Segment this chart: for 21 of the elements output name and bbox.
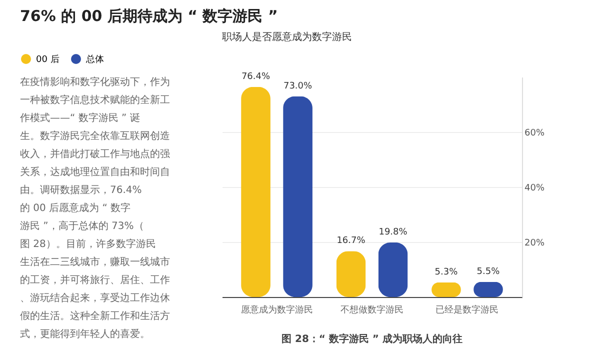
legend-label: 00 后 <box>36 54 60 65</box>
bar <box>241 86 270 297</box>
text: 73.0% <box>283 81 312 92</box>
text: 76.4% <box>241 72 270 82</box>
text: 在疫情影响和数字化驱动下，作为一种被数字信息技术赋能的全新工作模式——“ 数字游民 ” 诞生。数字游民完全依靠互联网创造收入，并借此打破工作与地点的强关系，达成地理位置自由和时间自由。调研数据显示，76.4% 的 00 后愿意成为 “ 数字游民 ”，高于总体的 73%（图 28）。目前，许多数字游民生活在二三线城市，赚取一线城市的工资，并可将旅行、居住、工作、游玩结合起来，享受边工作边休假的生活。这种全新工作和生活方式，更能得到年轻人的喜爱。 <box>20 77 170 340</box>
x-tick-label: 不想做数字游民 <box>340 304 404 316</box>
caption: 图 28：“ 数字游民 ” 成为职场人的向往 <box>282 333 462 345</box>
text: 16.7% <box>336 236 366 246</box>
bar <box>378 242 408 297</box>
chart-subtitle: 职场人是否愿意成为数字游民 <box>222 30 352 43</box>
x-tick-label: 已经是数字游民 <box>436 304 499 316</box>
y-tick-label: 60% <box>524 128 545 138</box>
y-tick-label: 20% <box>524 238 545 248</box>
chart-title: 76% 的 00 后期待成为 “ 数字游民 ” <box>20 6 278 25</box>
x-tick-label: 愿意成为数字游民 <box>240 304 313 316</box>
text: 19.8% <box>378 228 408 238</box>
text: 5.5% <box>476 266 500 277</box>
legend-label: 总体 <box>85 54 104 65</box>
y-tick-label: 40% <box>524 184 545 194</box>
bar <box>283 96 312 297</box>
text: 5.3% <box>434 267 458 278</box>
